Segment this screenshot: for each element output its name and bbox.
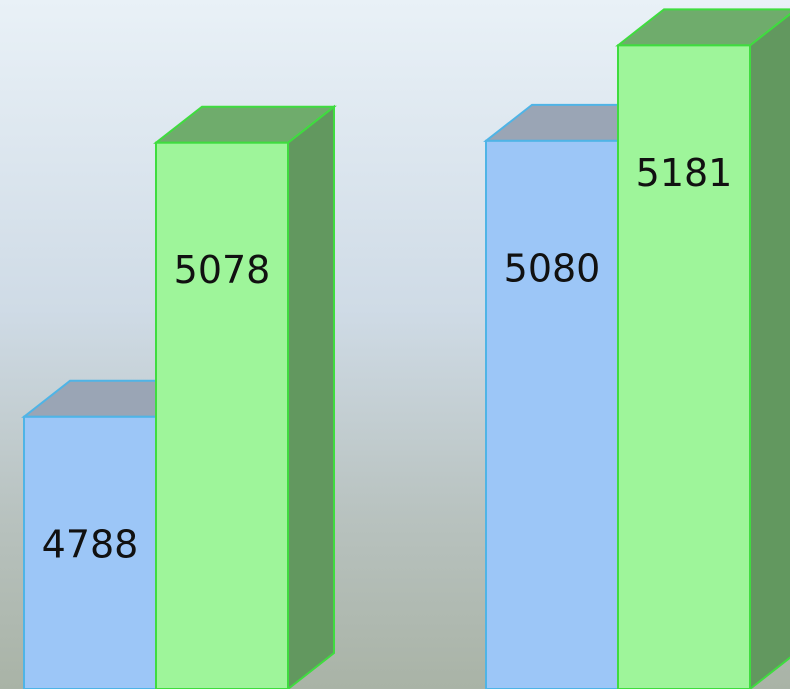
- chart: 4788 5078 5080 5181: [0, 0, 790, 689]
- bar-side: [288, 107, 334, 689]
- bar: [618, 45, 750, 689]
- bar: [156, 143, 288, 689]
- bar-side: [750, 9, 790, 689]
- data-label: 5181: [636, 151, 733, 195]
- bar: 5181: [618, 9, 790, 689]
- data-label: 5078: [174, 248, 271, 292]
- data-label: 4788: [42, 522, 139, 566]
- bar: 5078: [156, 107, 334, 689]
- data-label: 5080: [504, 246, 601, 290]
- bar: [486, 141, 618, 689]
